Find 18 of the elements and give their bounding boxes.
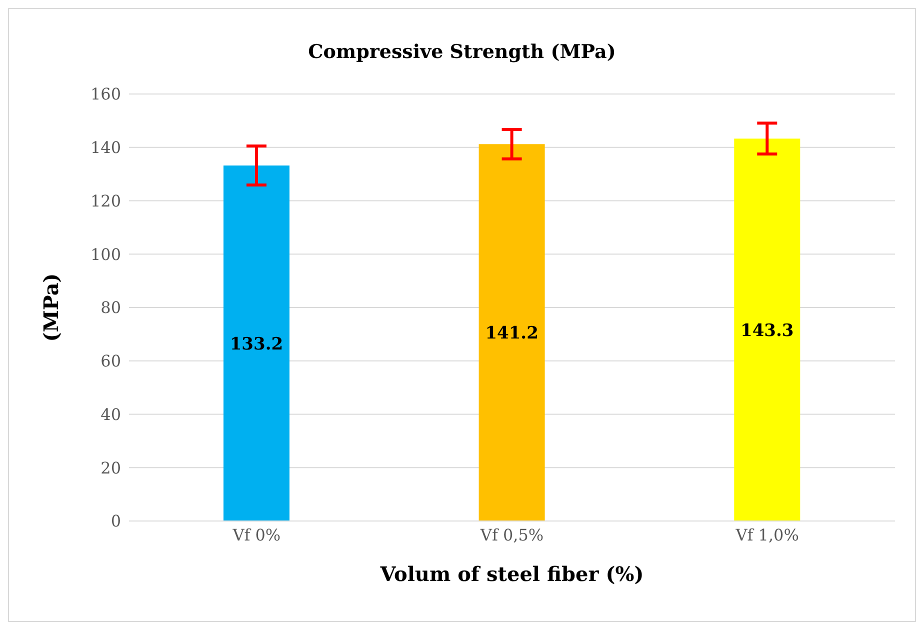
data-label: 141.2: [485, 324, 538, 344]
y-tick-label: 120: [90, 191, 121, 210]
data-label: 133.2: [230, 334, 284, 354]
chart-title: Compressive Strength (MPa): [307, 41, 617, 63]
y-tick-label: 80: [100, 298, 121, 318]
y-tick-label: 20: [100, 458, 121, 478]
x-tick-label: Vf 0%: [232, 525, 281, 544]
x-tick-label: Vf 0,5%: [479, 525, 544, 544]
y-tick-label: 40: [100, 404, 121, 424]
y-tick-label: 140: [90, 138, 121, 158]
y-tick-label: 0: [110, 512, 121, 531]
y-tick-label: 60: [100, 352, 121, 371]
x-axis-title: Volum of steel fiber (%): [379, 562, 644, 586]
data-label: 143.3: [740, 320, 794, 341]
y-axis-title: (MPa): [39, 273, 64, 342]
x-tick-label: Vf 1,0%: [734, 525, 799, 544]
y-tick-label: 160: [90, 84, 121, 104]
y-tick-label: 100: [90, 244, 121, 264]
